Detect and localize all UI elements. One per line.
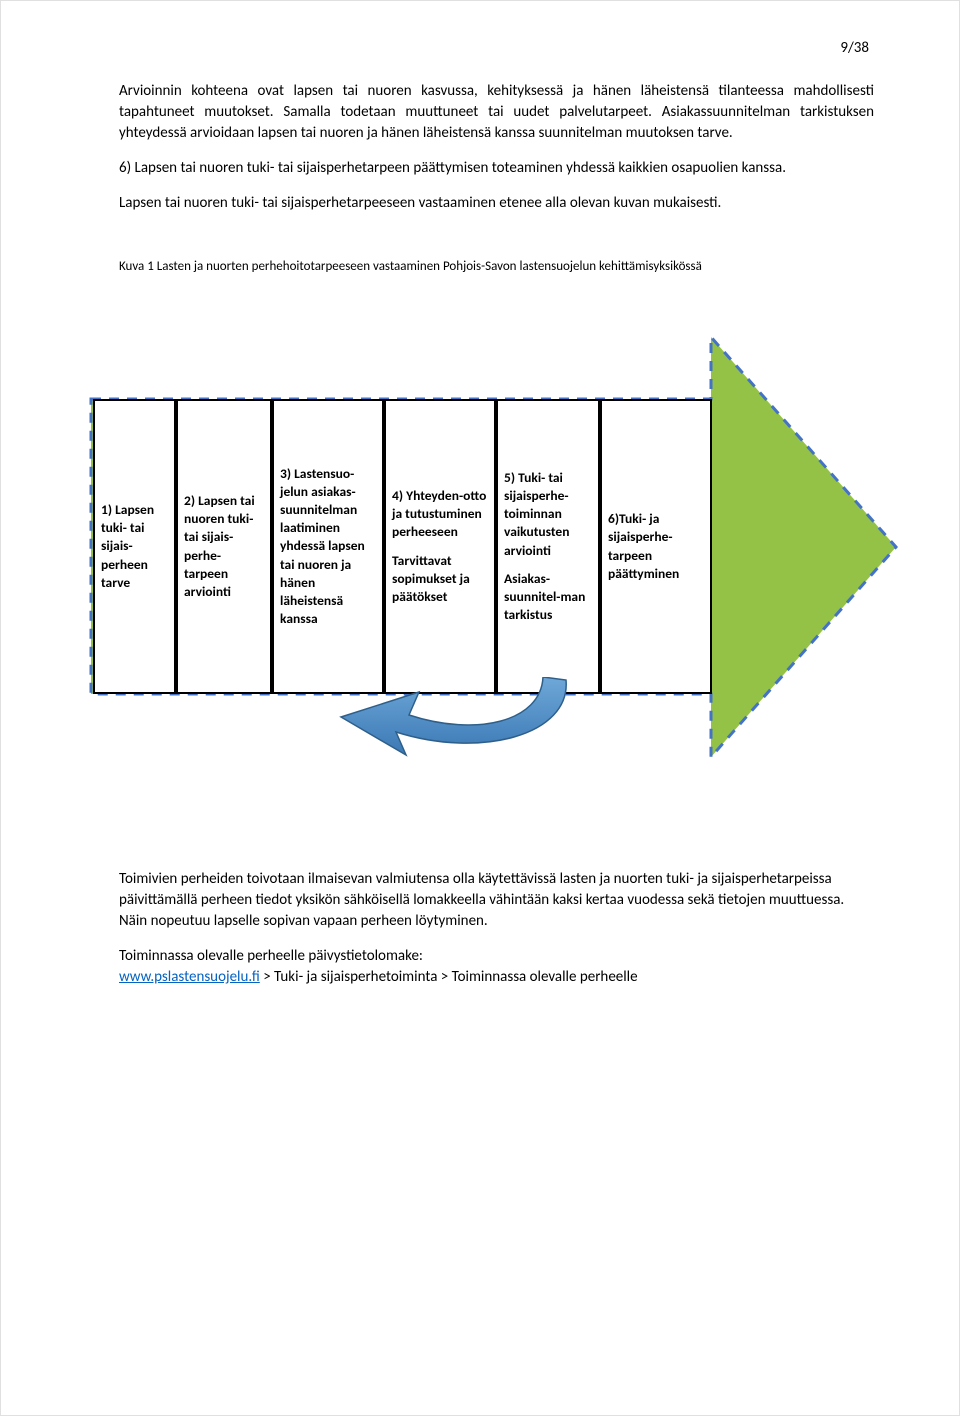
flowchart-step-3: 3) Lastensuo-jelun asiakas-suunnitelman …: [272, 399, 384, 694]
paragraph-2: 6) Lapsen tai nuoren tuki- tai sijaisper…: [119, 158, 874, 179]
flowchart-boxes: 1) Lapsen tuki- tai sijais-perheen tarve…: [93, 399, 712, 694]
page-number: 9/38: [840, 39, 869, 57]
bottom-paragraph-1: Toimivien perheiden toivotaan ilmaisevan…: [119, 869, 874, 932]
flowchart-step-2: 2) Lapsen tai nuoren tuki- tai sijais-pe…: [176, 399, 272, 694]
paragraph-3: Lapsen tai nuoren tuki- tai sijaisperhet…: [119, 193, 874, 214]
link-pslastensuojelu[interactable]: www.pslastensuojelu.fi: [119, 968, 260, 986]
flowchart-step-6: 6)Tuki- ja sijaisperhe-tarpeen päättymin…: [600, 399, 712, 694]
bottom-paragraph-2: Toiminnassa olevalle perheelle päivystie…: [119, 946, 874, 988]
figure-caption: Kuva 1 Lasten ja nuorten perhehoitotarpe…: [119, 259, 874, 274]
flowchart-diagram: 1) Lapsen tuki- tai sijais-perheen tarve…: [81, 329, 901, 769]
return-arrow-icon: [311, 677, 601, 767]
flowchart-step-1: 1) Lapsen tuki- tai sijais-perheen tarve: [93, 399, 176, 694]
flowchart-step-4: 4) Yhteyden-otto ja tutustuminen perhees…: [384, 399, 496, 694]
flowchart-step-5: 5) Tuki- tai sijaisperhe-toiminnan vaiku…: [496, 399, 600, 694]
paragraph-1: Arvioinnin kohteena ovat lapsen tai nuor…: [119, 81, 874, 144]
